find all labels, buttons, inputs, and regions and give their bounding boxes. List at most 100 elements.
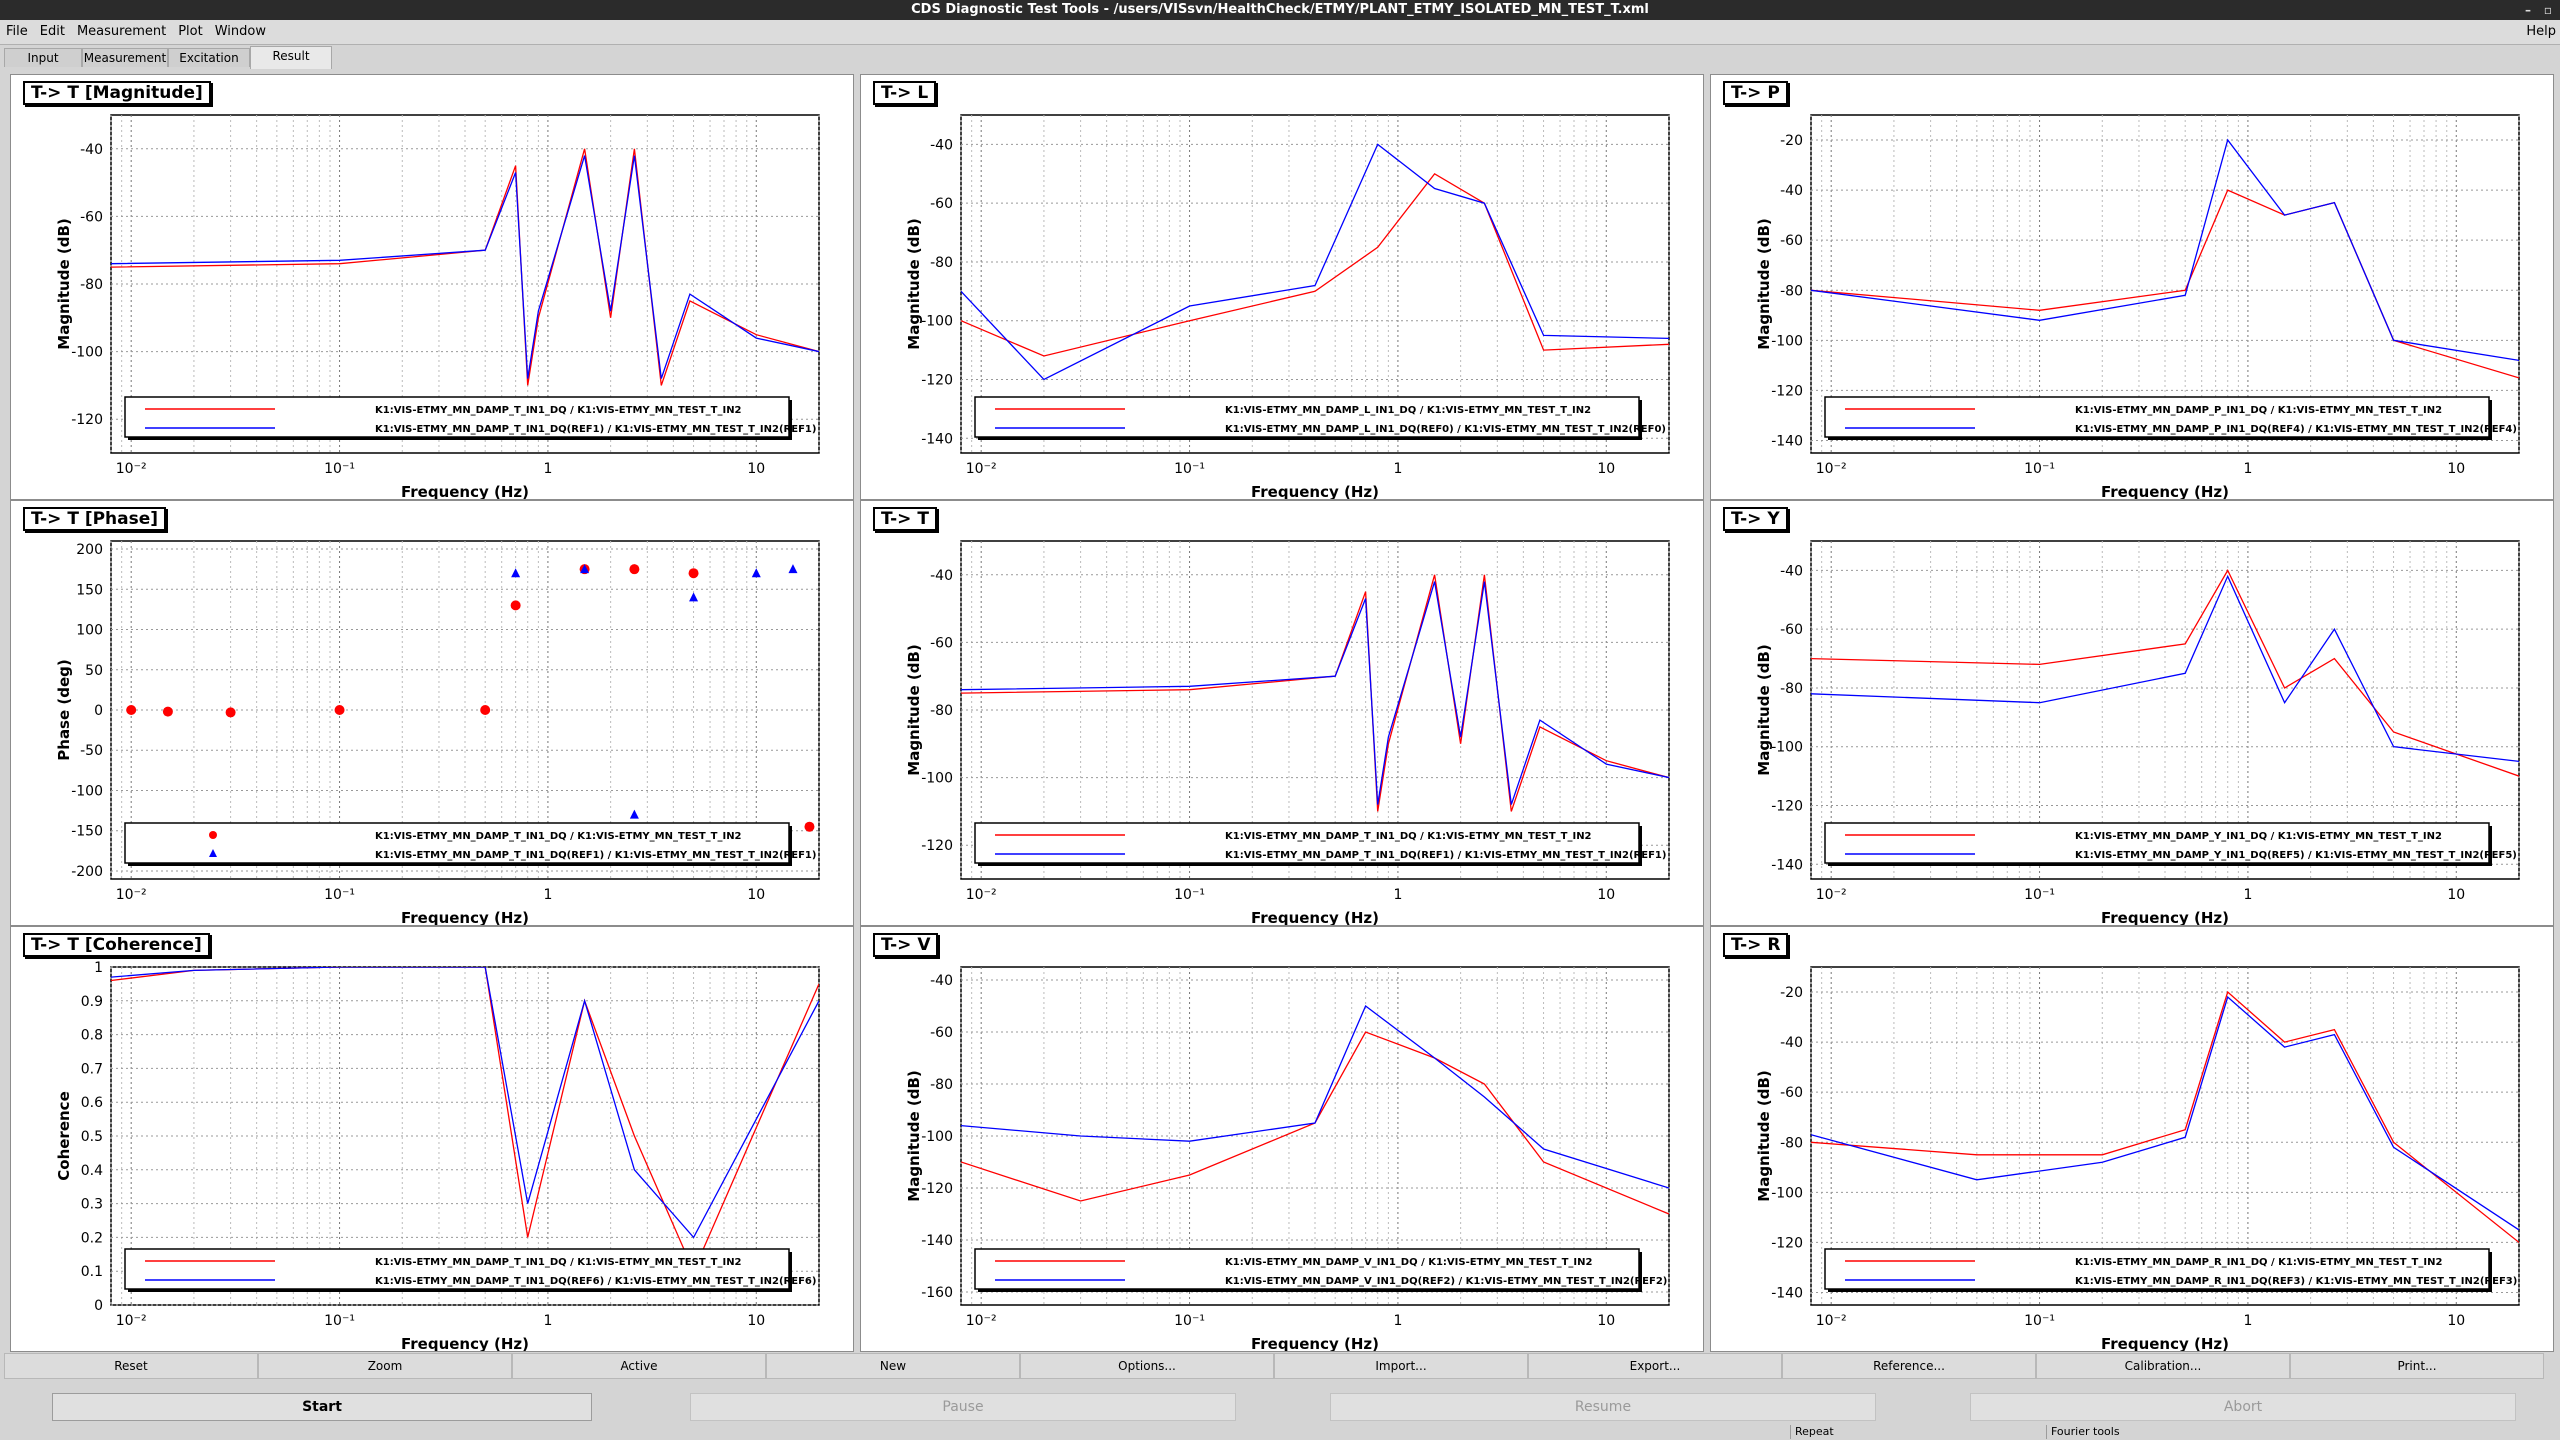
legend-entry: K1:VIS-ETMY_MN_DAMP_T_IN1_DQ / K1:VIS-ET… — [375, 405, 742, 416]
print-button[interactable]: Print... — [2290, 1353, 2544, 1379]
y-axis-label: Magnitude (dB) — [905, 1070, 923, 1201]
legend-entry: K1:VIS-ETMY_MN_DAMP_V_IN1_DQ / K1:VIS-ET… — [1225, 1257, 1592, 1268]
tab-input[interactable]: Input — [4, 48, 82, 67]
reference-button[interactable]: Reference... — [1782, 1353, 2036, 1379]
status-bar: Repeat Fourier tools — [0, 1424, 2560, 1440]
plot-panel-8[interactable]: 10⁻² 10⁻¹ 1 10 Frequency (Hz) -40 -60 -80 -100 -1… — [860, 926, 1704, 1375]
y-axis-label: Phase (deg) — [55, 659, 73, 760]
calibration-button[interactable]: Calibration... — [2036, 1353, 2290, 1379]
plot-panel-6[interactable]: 10⁻² 10⁻¹ 1 10 Frequency (Hz) -40 -60 -80 -100 -1… — [1710, 500, 2554, 949]
y-tick-label: 0.4 — [81, 1163, 103, 1179]
x-tick-label: 10⁻² — [966, 1313, 997, 1329]
data-point — [511, 568, 521, 578]
legend-entry: K1:VIS-ETMY_MN_DAMP_T_IN1_DQ / K1:VIS-ET… — [375, 1257, 742, 1268]
export-button[interactable]: Export... — [1528, 1353, 1782, 1379]
start-button[interactable]: Start — [52, 1393, 592, 1421]
import-button[interactable]: Import... — [1274, 1353, 1528, 1379]
series-line — [1811, 569, 2519, 777]
plot-panel-7[interactable]: 10⁻² 10⁻¹ 1 10 Frequency (Hz) 1 0.9 0.8 0.7 0.6 0.… — [10, 926, 854, 1375]
x-tick-label: 1 — [2243, 887, 2252, 903]
resume-button[interactable]: Resume — [1330, 1393, 1876, 1421]
y-tick-label: -100 — [1771, 1185, 1803, 1201]
legend-entry: K1:VIS-ETMY_MN_DAMP_T_IN1_DQ(REF1) / K1:… — [375, 424, 816, 435]
y-tick-label: -80 — [1780, 283, 1803, 299]
y-tick-label: -80 — [930, 255, 953, 271]
new-button[interactable]: New — [766, 1353, 1020, 1379]
x-tick-label: 10 — [2447, 1313, 2465, 1329]
tab-result[interactable]: Result — [250, 46, 332, 69]
chart-svg: 10⁻² 10⁻¹ 1 10 Frequency (Hz) -20 -40 -60 -80 -10… — [1755, 966, 2520, 1351]
y-tick-label: -80 — [930, 703, 953, 719]
menu-plot[interactable]: Plot — [178, 24, 203, 39]
y-tick-label: 0.3 — [81, 1197, 103, 1213]
menu-window[interactable]: Window — [214, 24, 266, 39]
y-tick-label: -200 — [71, 864, 103, 880]
x-tick-label: 1 — [543, 461, 552, 477]
y-tick-label: -100 — [921, 1129, 953, 1145]
tab-measurement[interactable]: Measurement — [82, 48, 168, 67]
legend-box — [124, 396, 790, 438]
y-tick-label: -160 — [921, 1285, 953, 1301]
minimize-icon[interactable]: – — [2525, 3, 2531, 17]
x-axis-label: Frequency (Hz) — [1251, 909, 1379, 925]
y-axis-label: Magnitude (dB) — [1755, 1070, 1773, 1201]
x-tick-label: 10 — [2447, 461, 2465, 477]
series-line — [1811, 995, 2519, 1231]
legend-entry: K1:VIS-ETMY_MN_DAMP_Y_IN1_DQ / K1:VIS-ET… — [2075, 831, 2442, 842]
plot-panel-2[interactable]: 10⁻² 10⁻¹ 1 10 Frequency (Hz) -40 -60 -80 -100 -1… — [860, 74, 1704, 523]
y-tick-label: -40 — [930, 973, 953, 989]
menu-edit[interactable]: Edit — [39, 24, 65, 39]
data-point — [126, 705, 137, 715]
legend-entry: K1:VIS-ETMY_MN_DAMP_T_IN1_DQ / K1:VIS-ET… — [1225, 831, 1592, 842]
plot-panel-9[interactable]: 10⁻² 10⁻¹ 1 10 Frequency (Hz) -20 -40 -60 -80 -10… — [1710, 926, 2554, 1375]
data-point — [629, 809, 639, 819]
x-tick-label: 10⁻² — [966, 887, 997, 903]
y-tick-label: 50 — [85, 663, 103, 679]
menu-file[interactable]: File — [6, 24, 28, 39]
tab-excitation[interactable]: Excitation — [168, 48, 250, 67]
x-axis-label: Frequency (Hz) — [1251, 1335, 1379, 1351]
plot-panel-5[interactable]: 10⁻² 10⁻¹ 1 10 Frequency (Hz) -40 -60 -80 -100 -1… — [860, 500, 1704, 949]
zoom-button[interactable]: Zoom — [258, 1353, 512, 1379]
data-point — [580, 564, 590, 574]
legend-entry: K1:VIS-ETMY_MN_DAMP_T_IN1_DQ(REF1) / K1:… — [1225, 850, 1666, 861]
menu-help[interactable]: Help — [2526, 24, 2556, 39]
abort-button[interactable]: Abort — [1970, 1393, 2516, 1421]
active-button[interactable]: Active — [512, 1353, 766, 1379]
chart-svg: 10⁻² 10⁻¹ 1 10 Frequency (Hz) 1 0.9 0.8 0.7 0.6 0.… — [55, 960, 820, 1351]
series-line — [961, 143, 1669, 381]
series-line — [1811, 138, 2519, 362]
x-axis-label: Frequency (Hz) — [2101, 909, 2229, 925]
y-tick-label: -40 — [1780, 1035, 1803, 1051]
panel-title: T-> T — [873, 507, 937, 531]
reset-button[interactable]: Reset — [4, 1353, 258, 1379]
options-button[interactable]: Options... — [1020, 1353, 1274, 1379]
y-tick-label: -120 — [921, 1181, 953, 1197]
plot-panel-4[interactable]: 10⁻² 10⁻¹ 1 10 Frequency (Hz) 200 150 100 50 0 -50… — [10, 500, 854, 949]
y-tick-label: -100 — [1771, 740, 1803, 756]
series-group — [111, 148, 819, 386]
y-tick-label: -60 — [930, 635, 953, 651]
x-tick-label: 1 — [1393, 887, 1402, 903]
x-tick-label: 10⁻² — [116, 1313, 147, 1329]
x-axis-label: Frequency (Hz) — [2101, 483, 2229, 499]
y-axis-label: Magnitude (dB) — [1755, 644, 1773, 775]
y-axis-label: Magnitude (dB) — [1755, 218, 1773, 349]
y-tick-label: -20 — [1780, 133, 1803, 149]
panel-title: T-> R — [1723, 933, 1789, 957]
y-tick-label: 0.8 — [81, 1028, 103, 1044]
x-tick-label: 10 — [1597, 887, 1615, 903]
legend-box — [1824, 1248, 2490, 1290]
x-tick-label: 10⁻¹ — [2024, 887, 2055, 903]
plot-panel-3[interactable]: 10⁻² 10⁻¹ 1 10 Frequency (Hz) -20 -40 -60 -80 -10… — [1710, 74, 2554, 523]
y-tick-label: -140 — [1771, 433, 1803, 449]
command-bar: Reset Zoom Active New Options... Import... Exp… — [4, 1353, 2556, 1379]
close-icon[interactable]: ▫ — [2543, 3, 2553, 17]
plot-panel-1[interactable]: 10⁻² 10⁻¹ 1 10 Frequency (Hz) -40 -60 -80 -100 -1… — [10, 74, 854, 523]
tab-bar: Input Measurement Excitation Result — [0, 46, 2560, 70]
data-point — [629, 564, 640, 575]
y-tick-label: -100 — [71, 345, 103, 361]
menu-measurement[interactable]: Measurement — [76, 24, 167, 39]
data-point — [751, 568, 761, 578]
pause-button[interactable]: Pause — [690, 1393, 1236, 1421]
